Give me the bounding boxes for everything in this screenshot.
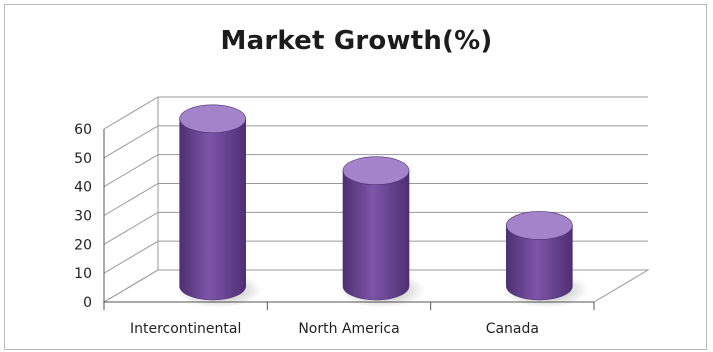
y-tick-label: 50 — [74, 151, 92, 167]
y-tick-label: 20 — [74, 237, 92, 253]
bar — [176, 105, 262, 308]
bar-top — [180, 105, 246, 133]
x-category-label: Intercontinental — [130, 321, 241, 337]
y-tick-label: 40 — [74, 180, 92, 196]
bar-top — [343, 157, 409, 185]
y-tick-label: 60 — [74, 122, 92, 138]
bar-body — [343, 171, 409, 300]
x-category-label: North America — [298, 321, 399, 337]
bar-top — [506, 211, 572, 239]
x-category-label: Canada — [486, 321, 539, 337]
bar — [502, 211, 588, 308]
bar — [339, 157, 425, 308]
bar-body — [180, 119, 246, 300]
y-tick-label: 30 — [74, 209, 92, 225]
y-tick-label: 0 — [83, 295, 92, 311]
y-tick-label: 10 — [74, 266, 92, 282]
